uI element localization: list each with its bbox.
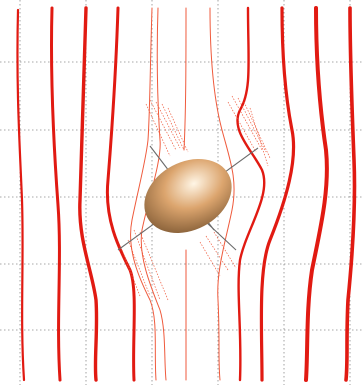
- streamlines: [16, 6, 357, 382]
- streamline: [49, 6, 62, 382]
- streamline: [344, 6, 357, 382]
- hatch-region-upper-right: [227, 95, 271, 167]
- ellipsoid-particle: [144, 159, 232, 233]
- axis-line-minor-2: [205, 221, 237, 251]
- streamline: [259, 6, 296, 382]
- streamline: [16, 8, 26, 382]
- hatch-region-lower-left: [121, 229, 169, 301]
- streamline: [130, 7, 157, 381]
- streamline: [183, 7, 187, 381]
- streamline: [209, 7, 235, 381]
- streamline: [140, 7, 167, 381]
- hatch-region-lower-right: [199, 231, 237, 277]
- streamline: [304, 6, 329, 382]
- streamline: [236, 6, 266, 382]
- wake-hatching: [121, 95, 271, 301]
- hatch-region-upper-left: [145, 99, 189, 157]
- streamline: [105, 6, 136, 382]
- streamline: [78, 6, 99, 382]
